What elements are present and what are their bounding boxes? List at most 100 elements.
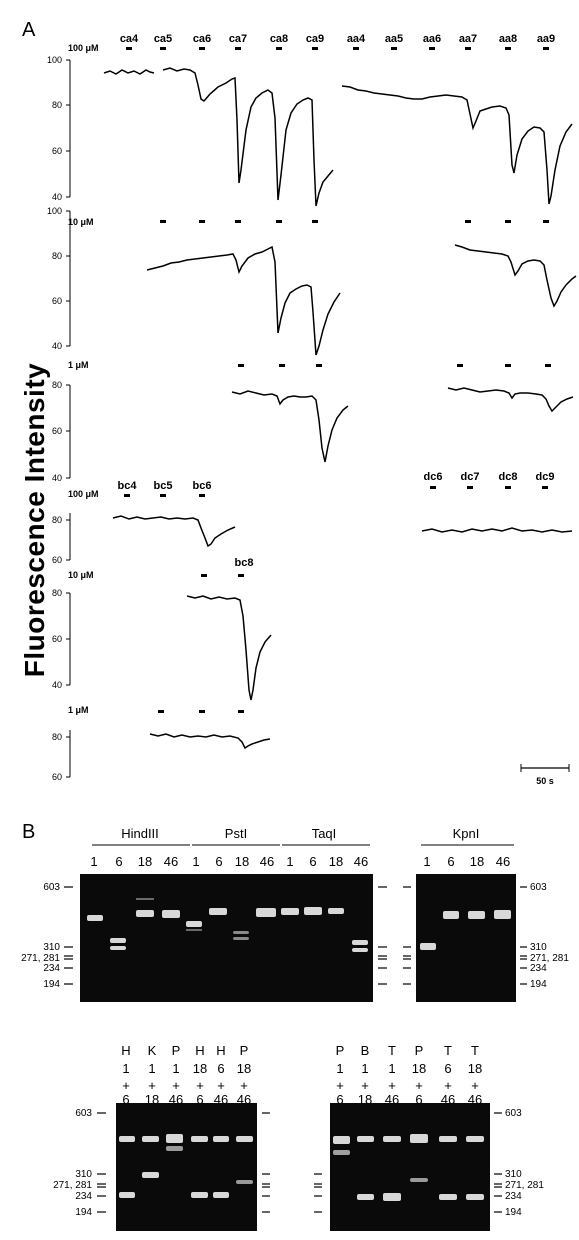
trace-label: aa5 <box>385 33 403 45</box>
plus-sign: + <box>388 1078 396 1093</box>
lane-first: 6 <box>217 1061 224 1076</box>
marker-label: 234 <box>505 1191 522 1202</box>
marker-label: 603 <box>505 1108 522 1119</box>
axis-tick: 60 <box>52 296 62 306</box>
axis-tick: 100 <box>47 206 62 216</box>
lane-label: 6 <box>447 854 454 869</box>
scale-bar-label: 50 s <box>536 776 554 786</box>
lane-first: 1 <box>336 1061 343 1076</box>
axis-tick: 80 <box>52 588 62 598</box>
lane-label: 1 <box>90 854 97 869</box>
lane-label: 6 <box>215 854 222 869</box>
axis-tick: 80 <box>52 100 62 110</box>
gel2-lane-labels: 1 6 18 46 <box>423 854 510 869</box>
axis-tick: 80 <box>52 251 62 261</box>
axis-tick: 60 <box>52 634 62 644</box>
marker-label: 194 <box>505 1207 522 1218</box>
lane-first: 18 <box>193 1061 207 1076</box>
lane-label: 46 <box>496 854 510 869</box>
trace-label: aa4 <box>347 33 366 45</box>
row5-traces <box>186 595 272 701</box>
concentration-label: 10 μM <box>68 217 94 227</box>
plus-sign: + <box>196 1078 204 1093</box>
lane-label: 1 <box>192 854 199 869</box>
plus-sign: + <box>172 1078 180 1093</box>
trace-label: dc8 <box>499 471 518 483</box>
plus-sign: + <box>122 1078 130 1093</box>
lane-first: 1 <box>361 1061 368 1076</box>
lane-enzyme: K <box>148 1043 157 1058</box>
row1-labels: ca4 ca5 ca6 ca7 ca8 ca9 aa4 aa5 aa6 aa7 … <box>120 33 555 45</box>
enzyme-label: PstI <box>225 826 247 841</box>
marker-label: 603 <box>75 1108 92 1119</box>
marker-label: 310 <box>75 1169 92 1180</box>
lane-first: 18 <box>412 1061 426 1076</box>
marker-label: 234 <box>43 963 60 974</box>
lane-enzyme: P <box>172 1043 181 1058</box>
lane-label: 46 <box>260 854 274 869</box>
marker-label: 271, 281 <box>505 1180 544 1191</box>
lane-enzyme: T <box>388 1043 396 1058</box>
row4-markers <box>124 486 548 497</box>
trace-label: ca5 <box>154 33 172 45</box>
trace-label: aa9 <box>537 33 555 45</box>
lane-label: 18 <box>329 854 343 869</box>
lane-label: 18 <box>138 854 152 869</box>
marker-label: 310 <box>43 942 60 953</box>
plus-sign: + <box>217 1078 225 1093</box>
lane-enzyme: H <box>121 1043 130 1058</box>
concentration-label: 10 μM <box>68 570 94 580</box>
lane-second: 6 <box>196 1092 203 1107</box>
concentration-label: 100 μM <box>68 489 99 499</box>
gel4-image <box>330 1103 490 1231</box>
lane-enzyme: P <box>240 1043 249 1058</box>
row6-traces <box>149 733 271 750</box>
axis-tick: 60 <box>52 555 62 565</box>
marker-label: 310 <box>505 1169 522 1180</box>
marker-label: 234 <box>530 963 547 974</box>
row4-axis <box>66 513 71 561</box>
lane-enzyme: B <box>361 1043 370 1058</box>
lane-first: 6 <box>444 1061 451 1076</box>
gel3-markers-left <box>97 1112 106 1213</box>
lane-first: 1 <box>172 1061 179 1076</box>
row3-traces <box>231 387 574 463</box>
panel-a-letter: A <box>22 19 36 41</box>
lane-enzyme: P <box>415 1043 424 1058</box>
trace-label: ca8 <box>270 33 288 45</box>
row5-axis <box>66 592 71 686</box>
lane-label: 6 <box>115 854 122 869</box>
plus-sign: + <box>240 1078 248 1093</box>
row5-markers <box>201 574 244 577</box>
gel1-image <box>80 874 373 1002</box>
lane-first: 18 <box>237 1061 251 1076</box>
row2-axis <box>66 210 71 347</box>
gel3-image <box>116 1103 257 1231</box>
gel4-headers: P B T P T T 1 1 1 18 6 18 + + + + + + 6 … <box>336 1043 483 1107</box>
row1-traces <box>103 67 573 207</box>
gel1-headers: HindIII PstI TaqI <box>92 826 370 846</box>
plus-sign: + <box>361 1078 369 1093</box>
row1-axis <box>66 59 71 198</box>
lane-second: 6 <box>336 1092 343 1107</box>
concentration-label: 1 μM <box>68 705 89 715</box>
trace-label: bc6 <box>193 480 212 492</box>
axis-tick: 80 <box>52 515 62 525</box>
trace-label: aa6 <box>423 33 441 45</box>
lane-label: 1 <box>423 854 430 869</box>
lane-label: 6 <box>309 854 316 869</box>
enzyme-label: TaqI <box>312 826 337 841</box>
gel1-lane-labels: 1 6 18 46 1 6 18 46 1 6 18 46 <box>90 854 368 869</box>
lane-label: 18 <box>235 854 249 869</box>
plus-sign: + <box>336 1078 344 1093</box>
marker-label: 271, 281 <box>530 953 569 964</box>
lane-enzyme: P <box>336 1043 345 1058</box>
marker-label: 194 <box>75 1207 92 1218</box>
lane-enzyme: H <box>195 1043 204 1058</box>
gel4-markers-right <box>494 1112 502 1213</box>
row4-labels: bc4 bc5 bc6 dc6 dc7 dc8 dc9 <box>118 471 555 492</box>
lane-enzyme: T <box>471 1043 479 1058</box>
axis-tick: 60 <box>52 772 62 782</box>
lane-enzyme: H <box>216 1043 225 1058</box>
